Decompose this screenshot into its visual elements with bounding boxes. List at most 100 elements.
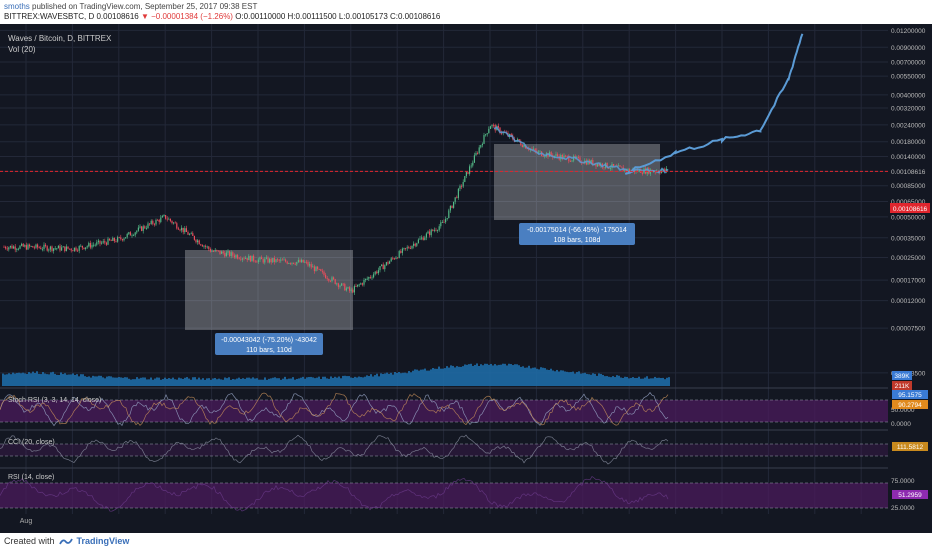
candle-body	[510, 134, 512, 136]
volume-bar	[280, 379, 282, 386]
volume-bar	[292, 377, 294, 386]
volume-bar	[508, 363, 510, 386]
candle-body	[73, 247, 75, 251]
candle-body	[613, 164, 615, 167]
candle-body	[472, 162, 474, 166]
candle-body	[70, 248, 72, 251]
candle-body	[182, 227, 184, 233]
candle-body	[243, 258, 245, 260]
candle-body	[83, 247, 85, 250]
candle-body	[325, 274, 327, 279]
volume-bar	[262, 379, 264, 386]
y-tick-label: 0.00108616	[891, 169, 926, 176]
candle-body	[585, 160, 587, 165]
volume-bar	[556, 369, 558, 386]
volume-bar	[572, 371, 574, 386]
time-axis[interactable]: SepOctNovDec2017FebMarAprMayJunJulAugSep…	[0, 515, 932, 533]
candle-body	[408, 247, 410, 249]
candle-body	[102, 241, 104, 243]
volume-bar	[108, 376, 110, 386]
volume-bar	[294, 379, 296, 386]
candle-body	[166, 218, 168, 220]
volume-bar	[146, 379, 148, 386]
candle-body	[149, 223, 151, 225]
volume-bar	[316, 377, 318, 386]
volume-bar	[404, 372, 406, 386]
measure-box-1	[185, 250, 353, 330]
candle-body	[537, 151, 539, 153]
candle-body	[475, 152, 477, 156]
candle-body	[547, 153, 549, 157]
volume-bar	[324, 376, 326, 386]
stoch-k-line	[0, 391, 669, 427]
price-chart[interactable]: 0.01200000 0.00900000 0.00700000 0.00550000…	[0, 24, 932, 533]
volume-bar	[360, 377, 362, 386]
volume-bar	[416, 369, 418, 386]
candle-body	[30, 246, 32, 247]
candle-body	[139, 226, 141, 228]
candle-body	[225, 252, 227, 257]
author-link[interactable]: smoths	[4, 2, 30, 11]
volume-bar	[576, 372, 578, 386]
volume-bar	[68, 374, 70, 386]
volume-bar	[524, 367, 526, 386]
volume-bar	[80, 374, 82, 386]
volume-bar	[222, 379, 224, 386]
candle-body	[187, 231, 189, 235]
candle-body	[131, 235, 133, 237]
candle-body	[174, 222, 176, 224]
volume-bar	[598, 373, 600, 386]
volume-bar	[582, 373, 584, 386]
volume-bar	[346, 376, 348, 386]
volume-bar	[284, 376, 286, 386]
volume-bar	[656, 377, 658, 386]
volume-bar	[538, 369, 540, 386]
candle-body	[459, 185, 461, 189]
candle-body	[86, 246, 88, 248]
volume-bar	[242, 378, 244, 386]
volume-bar	[334, 376, 336, 386]
volume-bar	[422, 369, 424, 386]
chart-background	[0, 24, 932, 533]
candle-body	[49, 246, 51, 250]
volume-bar	[546, 369, 548, 386]
candle-body	[486, 133, 488, 135]
price-axis[interactable]: 0.01200000 0.00900000 0.00700000 0.00550000…	[888, 24, 932, 515]
volume-bar	[198, 377, 200, 386]
candle-body	[185, 228, 187, 232]
candle-body	[281, 259, 283, 261]
cci-badge: 111.5812	[892, 442, 928, 451]
candle-body	[470, 165, 472, 167]
volume-bar	[474, 364, 476, 386]
volume-bar	[184, 377, 186, 386]
candle-body	[377, 270, 379, 274]
volume-bar	[38, 373, 40, 386]
tradingview-link[interactable]: TradingView	[76, 536, 130, 546]
volume-bar	[592, 373, 594, 386]
candle-body	[326, 278, 328, 280]
candle-body	[592, 160, 594, 166]
candle-body	[177, 228, 179, 230]
volume-bar	[660, 378, 662, 386]
candle-body	[101, 242, 103, 244]
volume-bar	[24, 373, 26, 386]
candle-body	[152, 220, 154, 224]
candle-body	[13, 246, 15, 249]
candle-body	[78, 246, 80, 251]
candle-body	[121, 239, 123, 241]
volume-bar	[216, 379, 218, 386]
volume-bar	[206, 378, 208, 386]
candle-body	[21, 243, 23, 246]
candle-body	[473, 155, 475, 163]
stoch-badge-orange: 90.2794	[892, 400, 928, 409]
volume-bar	[522, 366, 524, 386]
volume-bar	[500, 364, 502, 386]
candle-body	[93, 244, 95, 246]
candle-body	[289, 263, 291, 264]
candle-body	[320, 269, 322, 271]
volume-bar	[374, 375, 376, 386]
candle-body	[160, 217, 162, 222]
volume-bar	[442, 368, 444, 386]
candle-body	[358, 284, 360, 286]
volume-bar	[424, 368, 426, 386]
